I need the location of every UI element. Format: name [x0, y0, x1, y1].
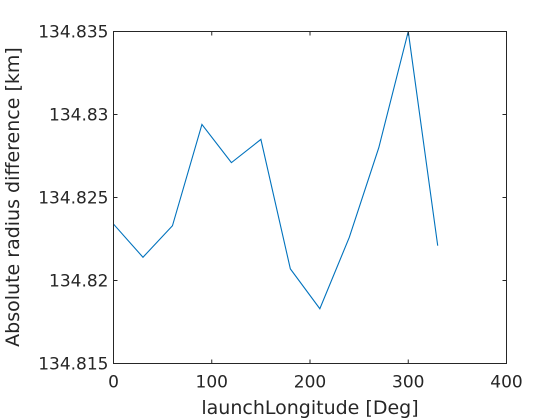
x-tick-label: 0 [108, 373, 119, 393]
y-tick-label: 134.82 [49, 272, 108, 292]
series-layer [113, 31, 439, 310]
x-tick-label: 100 [196, 373, 228, 393]
series-line [113, 31, 439, 310]
axes-box [113, 31, 507, 364]
y-axis-label: Absolute radius difference [km] [2, 47, 24, 347]
plot-area [113, 31, 507, 364]
x-tick-label: 400 [490, 373, 522, 393]
y-tick-label: 134.825 [38, 189, 108, 209]
y-tick-label: 134.815 [38, 355, 108, 375]
x-axis-ticks: 0 100 200 300 400 [108, 31, 523, 393]
x-tick-label: 200 [294, 373, 326, 393]
x-axis-label: launchLongitude [Deg] [201, 397, 418, 419]
y-tick-label: 134.835 [38, 23, 108, 43]
y-axis-ticks: 134.815 134.82 134.825 134.83 134.835 [38, 23, 507, 375]
y-tick-label: 134.83 [49, 106, 108, 126]
x-tick-label: 300 [392, 373, 424, 393]
